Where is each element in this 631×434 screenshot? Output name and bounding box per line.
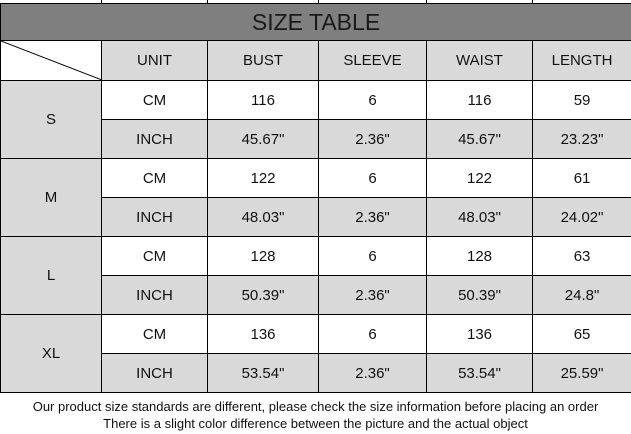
value-cell: 61 [531, 158, 631, 198]
value-cell: 53.54" [207, 353, 319, 393]
table-title: SIZE TABLE [0, 3, 631, 41]
value-cell: 23.23" [531, 119, 631, 159]
top-strip [0, 0, 631, 3]
footer-note: Our product size standards are different… [0, 392, 631, 434]
value-cell: 24.8" [531, 275, 631, 315]
header-bust: BUST [207, 40, 319, 81]
unit-cell: INCH [101, 275, 208, 315]
value-cell: 6 [318, 314, 427, 354]
value-cell: 122 [426, 158, 533, 198]
value-cell: 6 [318, 158, 427, 198]
table-row: XL CM 136 6 136 65 [0, 314, 631, 393]
header-sleeve: SLEEVE [318, 40, 427, 81]
table-row: L CM 128 6 128 63 [0, 236, 631, 315]
size-label: M [0, 158, 102, 237]
unit-cell: CM [101, 158, 208, 198]
value-cell: 2.36" [318, 353, 427, 393]
value-cell: 48.03" [207, 197, 319, 237]
value-cell: 2.36" [318, 119, 427, 159]
value-cell: 24.02" [531, 197, 631, 237]
diagonal-line [1, 41, 102, 80]
corner-cell [0, 40, 102, 81]
unit-cell: CM [101, 314, 208, 354]
value-cell: 63 [531, 236, 631, 276]
value-cell: 6 [318, 80, 427, 120]
value-cell: 65 [531, 314, 631, 354]
size-label: S [0, 80, 102, 159]
header-unit: UNIT [101, 40, 208, 81]
header-waist: WAIST [426, 40, 533, 81]
value-cell: 116 [426, 80, 533, 120]
footer-line-1: Our product size standards are different… [32, 399, 599, 414]
value-cell: 136 [426, 314, 533, 354]
value-cell: 116 [207, 80, 319, 120]
footer-line-2: There is a slight color difference betwe… [103, 416, 528, 431]
value-cell: 45.67" [207, 119, 319, 159]
header-length: LENGTH [531, 40, 631, 81]
table-row: S CM 116 6 116 59 [0, 80, 631, 159]
value-cell: 25.59" [531, 353, 631, 393]
size-label: XL [0, 314, 102, 393]
value-cell: 136 [207, 314, 319, 354]
header-row: UNIT BUST SLEEVE WAIST LENGTH [0, 40, 631, 81]
value-cell: 2.36" [318, 197, 427, 237]
value-cell: 48.03" [426, 197, 533, 237]
value-cell: 50.39" [207, 275, 319, 315]
table-row: INCH 53.54" 2.36" 53.54" 25.59" [1, 353, 631, 393]
table-row: INCH 45.67" 2.36" 45.67" 23.23" [1, 119, 631, 159]
unit-cell: INCH [101, 353, 208, 393]
value-cell: 6 [318, 236, 427, 276]
unit-cell: CM [101, 236, 208, 276]
value-cell: 128 [426, 236, 533, 276]
value-cell: 128 [207, 236, 319, 276]
value-cell: 59 [531, 80, 631, 120]
unit-cell: CM [101, 80, 208, 120]
table-row: INCH 50.39" 2.36" 50.39" 24.8" [1, 275, 631, 315]
value-cell: 122 [207, 158, 319, 198]
unit-cell: INCH [101, 197, 208, 237]
size-table: SIZE TABLE UNIT BUST SLEEVE WAIST LENGTH… [0, 3, 631, 393]
value-cell: 2.36" [318, 275, 427, 315]
value-cell: 45.67" [426, 119, 533, 159]
table-row: M CM 122 6 122 61 [0, 158, 631, 237]
unit-cell: INCH [101, 119, 208, 159]
value-cell: 53.54" [426, 353, 533, 393]
size-label: L [0, 236, 102, 315]
value-cell: 50.39" [426, 275, 533, 315]
table-row: INCH 48.03" 2.36" 48.03" 24.02" [1, 197, 631, 237]
